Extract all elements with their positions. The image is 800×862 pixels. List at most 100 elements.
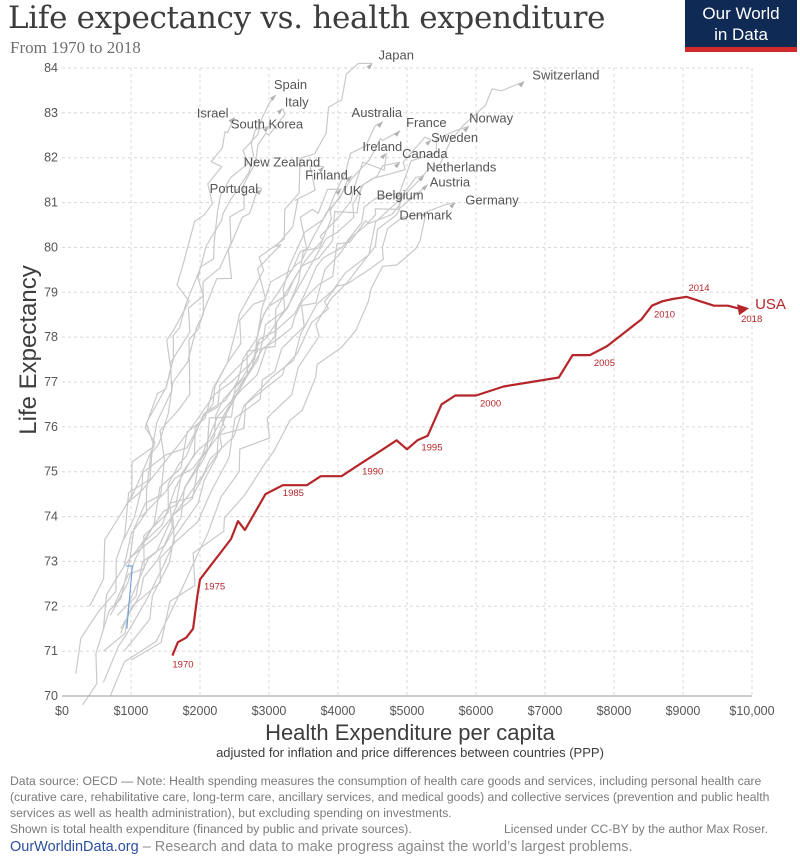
usa-line: USA 1970 1975 1985 1990 1995 2000 2005 2010 2014 2… [171,283,786,671]
y-tick-label: 70 [44,689,58,703]
country-label: Australia [352,105,403,120]
x-tick-label: $4000 [321,704,356,718]
chart-title: Life expectancy vs. health expenditure [8,0,606,36]
grid-lines [62,67,753,696]
y-tick-label: 79 [44,285,58,299]
usa-year-label: 2000 [480,398,501,409]
country-label: Switzerland [532,67,599,82]
logo-line-2: in Data [714,25,768,44]
x-tick-label: $5000 [390,704,425,718]
country-label: Portugal [210,181,259,196]
y-tick-label: 82 [44,151,58,165]
country-arrow [276,108,283,115]
x-axis-label: Health Expenditure per capita [265,720,556,745]
x-tick-label: $9000 [666,704,701,718]
country-label: Germany [465,193,519,208]
data-source-note: Data source: OECD — Note: Health spendin… [10,774,770,820]
usa-label: USA [755,296,786,313]
country-arrow [518,81,525,88]
country-line [137,211,429,549]
y-tick-label: 83 [44,106,58,120]
country-line [120,193,401,634]
country-line [127,125,470,504]
country-arrow [449,202,456,209]
x-axis-sublabel: adjusted for inflation and price differe… [216,745,604,760]
x-tick-label: $6000 [459,704,494,718]
country-line [116,130,401,616]
usa-trend-line [171,295,746,657]
owid-logo[interactable]: Our World in Data [685,0,797,52]
country-label: Israel [197,105,229,120]
usa-year-label: 1985 [283,488,304,499]
country-line [123,161,401,567]
country-label: Belgium [377,188,424,203]
country-label: Netherlands [426,160,497,175]
country-arrow [366,63,373,70]
y-tick-label: 78 [44,330,58,344]
country-line [102,175,353,683]
country-label: Italy [285,94,309,109]
country-arrow [256,189,263,196]
owid-link[interactable]: OurWorldinData.org [10,839,139,855]
x-tick-label: $8000 [597,704,632,718]
country-arrow [463,126,470,133]
country-label: Austria [430,175,471,190]
footer-notes: Data source: OECD — Note: Health spendin… [10,773,795,837]
country-arrow [394,130,401,137]
country-label: Finland [305,168,348,183]
shown-note: Shown is total health expenditure (finan… [10,822,412,836]
country-line [75,125,270,674]
y-tick-label: 74 [44,510,58,524]
usa-year-label: 2018 [741,314,762,325]
highlight-segment [126,565,133,629]
country-line [140,175,425,518]
country-line [109,184,429,697]
y-tick-label: 77 [44,375,58,389]
country-arrow [418,175,425,182]
country-line [123,117,236,540]
usa-year-label: 1995 [421,442,442,453]
country-line [113,188,342,607]
country-arrow [318,166,325,173]
y-tick-label: 73 [44,554,58,568]
country-label: Ireland [362,139,402,154]
footer-tagline: OurWorldinData.org – Research and data t… [10,839,633,855]
country-arrow [394,193,401,200]
usa-year-label: 1990 [362,467,383,478]
x-tick-label: $10,000 [729,704,774,718]
country-arrow [263,126,269,133]
country-line [103,153,387,652]
country-line [130,202,456,661]
y-tick-label: 75 [44,465,58,479]
logo-line-1: Our World [702,4,780,23]
country-label: Japan [379,48,414,63]
country-line [120,165,325,629]
country-label: UK [343,183,361,198]
country-label: Norway [469,110,514,125]
x-tick-label: $1000 [114,704,149,718]
usa-year-label: 1970 [172,660,193,671]
country-arrow [269,94,276,101]
country-line [130,80,525,558]
country-label: Sweden [431,130,478,145]
y-tick-label: 71 [44,644,58,658]
country-line [89,94,277,607]
country-arrow [345,175,352,182]
license-note: Licensed under CC-BY by the author Max R… [504,822,768,836]
y-tick-label: 80 [44,240,58,254]
country-label: South Korea [231,116,304,131]
x-tick-label: $7000 [528,704,563,718]
country-arrow [421,184,428,191]
tagline-text: – Research and data to make progress aga… [138,839,633,855]
y-tick-label: 81 [44,196,58,210]
y-axis-label: Life Expectancy [15,265,42,434]
country-label: Spain [274,77,307,92]
x-tick-label: $0 [55,704,69,718]
x-tick-label: $3000 [252,704,287,718]
chart-subtitle: From 1970 to 2018 [10,38,141,57]
usa-year-label: 2014 [688,283,709,294]
country-label: France [406,115,446,130]
country-arrow [425,139,432,146]
